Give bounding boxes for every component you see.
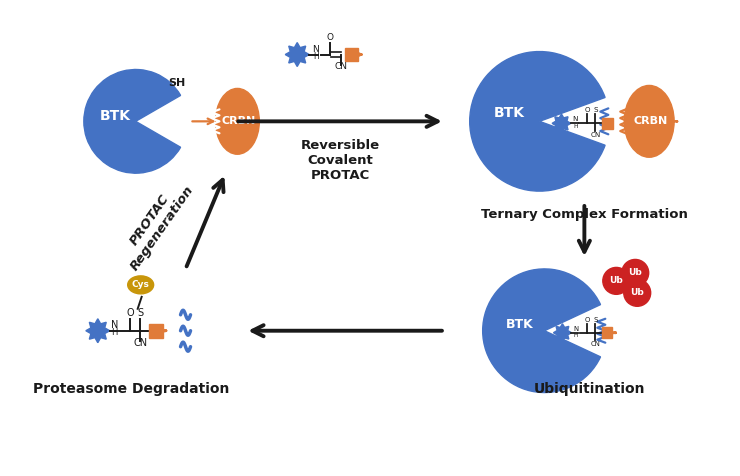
Text: O: O <box>585 317 590 323</box>
Text: N: N <box>574 326 579 332</box>
Polygon shape <box>554 324 571 342</box>
Text: Ternary Complex Formation: Ternary Complex Formation <box>481 208 687 220</box>
Wedge shape <box>470 51 605 191</box>
Text: O: O <box>127 308 134 318</box>
Text: Ubiquitination: Ubiquitination <box>534 382 645 396</box>
Text: Proteasome Degradation: Proteasome Degradation <box>33 382 229 396</box>
Polygon shape <box>285 42 309 67</box>
Text: Ub: Ub <box>610 277 623 286</box>
Ellipse shape <box>215 89 259 154</box>
Text: BTK: BTK <box>100 109 131 123</box>
Text: CRBN: CRBN <box>633 116 667 126</box>
Text: CN: CN <box>591 341 600 347</box>
Ellipse shape <box>128 276 154 294</box>
FancyBboxPatch shape <box>345 48 357 61</box>
Text: BTK: BTK <box>494 106 525 120</box>
Text: O: O <box>326 32 334 41</box>
Text: H: H <box>574 124 578 129</box>
Text: Cys: Cys <box>132 280 149 289</box>
Text: CN: CN <box>591 132 601 138</box>
Circle shape <box>622 259 649 287</box>
Text: H: H <box>574 333 578 338</box>
Text: N: N <box>312 45 319 54</box>
Ellipse shape <box>625 86 674 157</box>
Circle shape <box>603 268 630 294</box>
Text: CN: CN <box>133 337 147 347</box>
FancyBboxPatch shape <box>602 327 612 338</box>
Text: H: H <box>313 52 318 61</box>
Text: S: S <box>593 317 598 323</box>
Text: O: O <box>585 107 590 113</box>
Text: CRBN: CRBN <box>221 116 255 126</box>
Polygon shape <box>552 114 571 133</box>
Wedge shape <box>482 269 601 393</box>
Text: H: H <box>111 328 118 337</box>
Text: BTK: BTK <box>505 318 534 331</box>
Text: SH: SH <box>168 79 185 89</box>
Text: Ub: Ub <box>628 268 642 278</box>
Text: CN: CN <box>334 62 348 71</box>
Wedge shape <box>84 69 181 173</box>
Polygon shape <box>86 319 110 343</box>
Text: PROTAC
Regeneration: PROTAC Regeneration <box>115 175 196 273</box>
Text: N: N <box>573 117 578 122</box>
Text: S: S <box>137 308 144 318</box>
Circle shape <box>624 279 650 306</box>
Text: N: N <box>110 320 118 330</box>
Text: Ub: Ub <box>630 288 644 298</box>
FancyBboxPatch shape <box>602 118 613 129</box>
Text: S: S <box>593 107 598 113</box>
FancyBboxPatch shape <box>149 324 163 337</box>
Text: Reversible
Covalent
PROTAC: Reversible Covalent PROTAC <box>300 139 380 182</box>
